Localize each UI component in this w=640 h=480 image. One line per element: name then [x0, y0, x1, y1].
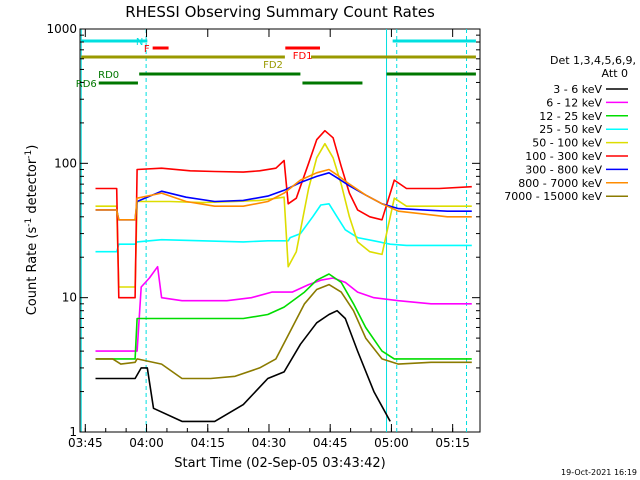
x-axis: 03:45 04:00 04:15 04:30 04:45 05:00 05:15 [68, 29, 470, 450]
legend-label-5: 100 - 300 keV [525, 150, 602, 163]
series-line-2 [95, 273, 472, 360]
series-line-0 [95, 309, 391, 423]
y-tick-label-0: 1 [69, 425, 77, 439]
state-label-f: F [144, 44, 150, 55]
legend-label-0: 3 - 6 keV [553, 83, 602, 96]
state-label-fd2: FD2 [263, 60, 283, 71]
series-line-3 [95, 203, 472, 253]
series-line-8 [95, 283, 472, 380]
legend-label-2: 12 - 25 keV [539, 110, 602, 123]
y-axis-label-end: ) [25, 145, 40, 150]
state-label-rd0: RD0 [98, 70, 119, 81]
y-tick-label-1: 10 [62, 291, 77, 305]
legend-label-6: 300 - 800 keV [525, 163, 602, 176]
series-line-4 [95, 142, 472, 288]
x-tick-label-3: 04:30 [252, 436, 287, 450]
x-tick-label-2: 04:15 [190, 436, 225, 450]
plot-frame [79, 28, 481, 433]
legend-label-8: 7000 - 15000 keV [504, 190, 602, 203]
y-tick-label-3: 1000 [46, 22, 77, 36]
y-tick-label-2: 100 [54, 156, 77, 170]
state-label-rd6: RD6 [76, 79, 97, 90]
legend-label-1: 6 - 12 keV [546, 96, 602, 109]
state-label-fd1: FD1 [293, 51, 313, 62]
series-line-7 [95, 168, 472, 221]
y-axis-label: Count Rate (s-1 detector-1) [24, 145, 40, 316]
legend-label-4: 50 - 100 keV [532, 137, 602, 150]
state-label-n: N [136, 37, 143, 48]
y-axis-label-tail: detector [25, 158, 40, 218]
x-tick-label-4: 04:45 [313, 436, 348, 450]
x-tick-label-5: 05:00 [374, 436, 409, 450]
x-tick-label-0: 03:45 [68, 436, 103, 450]
generated-timestamp: 19-Oct-2021 16:19 [561, 468, 637, 477]
series-line-5 [95, 129, 472, 299]
y-axis: 1 10 100 1000 [46, 22, 480, 439]
x-tick-label-1: 04:00 [129, 436, 164, 450]
legend-header-line2: Att 0 [602, 67, 628, 80]
y-axis-label-main: Count Rate (s [25, 227, 40, 316]
legend-label-3: 25 - 50 keV [539, 123, 602, 136]
y-axis-label-exp2: -1 [24, 150, 34, 159]
series-line-1 [95, 265, 472, 352]
x-axis-label: Start Time (02-Sep-05 03:43:42) [174, 456, 385, 471]
y-axis-label-exp1: -1 [24, 218, 34, 227]
legend-header-line1: Det 1,3,4,5,6,9, [550, 54, 636, 67]
series-lines [95, 129, 472, 423]
legend-label-7: 800 - 7000 keV [518, 177, 602, 190]
chart-title: RHESSI Observing Summary Count Rates [125, 3, 435, 21]
x-tick-label-6: 05:15 [435, 436, 470, 450]
